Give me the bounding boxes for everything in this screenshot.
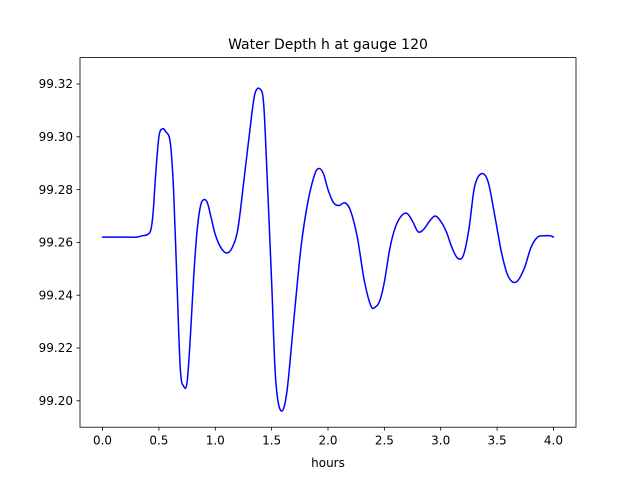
- x-tick-label: 3.0: [431, 434, 450, 448]
- x-tick-label: 1.0: [206, 434, 225, 448]
- x-axis: 0.0 0.5 1.0 1.5 2.0 2.5 3.0 3.5 4.0: [93, 427, 563, 448]
- y-axis: 99.20 99.22 99.24 99.26 99.28 99.30 99.32: [39, 77, 80, 408]
- x-tick-label: 2.0: [318, 434, 337, 448]
- x-tick-label: 1.5: [262, 434, 281, 448]
- chart-title: Water Depth h at gauge 120: [228, 37, 428, 53]
- y-tick-label: 99.24: [39, 288, 73, 302]
- y-tick-label: 99.22: [39, 341, 73, 355]
- x-tick-label: 3.5: [488, 434, 507, 448]
- x-tick-label: 4.0: [544, 434, 563, 448]
- y-tick-label: 99.26: [39, 236, 73, 250]
- y-tick-label: 99.20: [39, 394, 73, 408]
- plot-series: [101, 87, 555, 412]
- y-tick-label: 99.32: [39, 77, 73, 91]
- x-tick-label: 0.0: [93, 434, 112, 448]
- series-line-0: [101, 87, 555, 412]
- y-tick-label: 99.30: [39, 130, 73, 144]
- y-tick-label: 99.28: [39, 183, 73, 197]
- x-tick-label: 0.5: [149, 434, 168, 448]
- x-tick-label: 2.5: [375, 434, 394, 448]
- plot-area-frame: [79, 57, 577, 428]
- x-axis-label: hours: [311, 456, 345, 470]
